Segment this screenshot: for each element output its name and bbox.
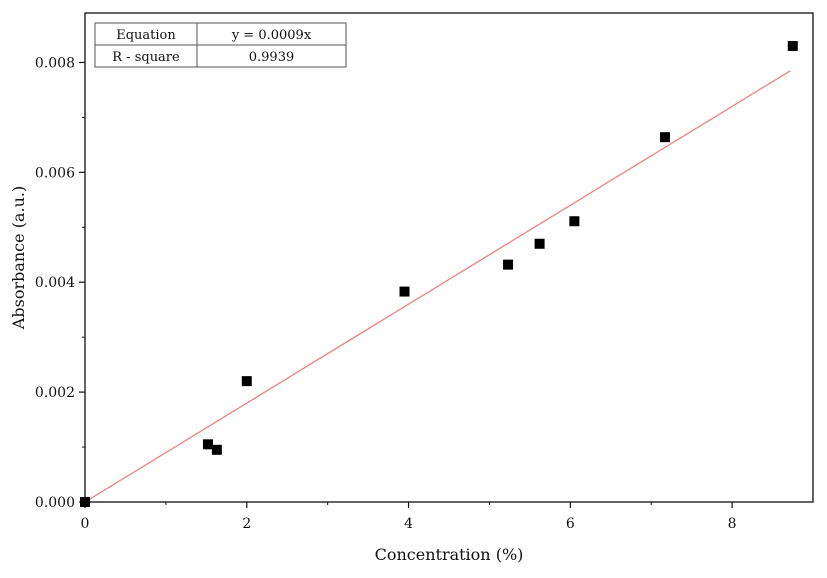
data-point bbox=[241, 376, 252, 387]
x-tick-label: 8 bbox=[728, 516, 737, 532]
x-tick-label: 6 bbox=[566, 516, 575, 532]
plot-border bbox=[84, 12, 814, 503]
table-value-cell: 0.9939 bbox=[249, 50, 295, 65]
x-axis: 0 2 4 6 8 bbox=[81, 502, 737, 532]
y-axis: 0.000 0.002 0.004 0.006 0.008 bbox=[35, 55, 85, 511]
y-axis-title: Absorbance (a.u.) bbox=[9, 186, 28, 330]
data-point bbox=[80, 497, 90, 507]
table-label-cell: R - square bbox=[112, 50, 180, 65]
x-tick-label: 2 bbox=[242, 516, 251, 532]
y-tick-label: 0.002 bbox=[35, 385, 75, 401]
data-point bbox=[503, 259, 514, 270]
data-point bbox=[202, 439, 213, 450]
data-point bbox=[659, 132, 670, 143]
data-points bbox=[80, 40, 798, 507]
y-tick-label: 0.000 bbox=[35, 495, 75, 511]
data-point bbox=[211, 444, 222, 455]
x-tick-label: 4 bbox=[404, 516, 413, 532]
equation-table: Equation y = 0.0009x R - square 0.9939 bbox=[94, 22, 347, 68]
y-tick-label: 0.006 bbox=[35, 165, 75, 181]
y-tick-label: 0.004 bbox=[35, 275, 75, 291]
y-tick-label: 0.008 bbox=[35, 55, 75, 71]
fit-line bbox=[84, 70, 791, 503]
table-label-cell: Equation bbox=[116, 28, 176, 43]
x-tick-label: 0 bbox=[81, 516, 90, 532]
plot-frame bbox=[84, 12, 814, 503]
x-axis-title: Concentration (%) bbox=[375, 545, 524, 564]
data-point bbox=[569, 216, 580, 227]
data-point bbox=[399, 286, 410, 297]
table-value-cell: y = 0.0009x bbox=[231, 28, 312, 43]
data-point bbox=[787, 40, 798, 51]
data-point bbox=[534, 238, 545, 249]
fit-line-group bbox=[84, 70, 791, 503]
